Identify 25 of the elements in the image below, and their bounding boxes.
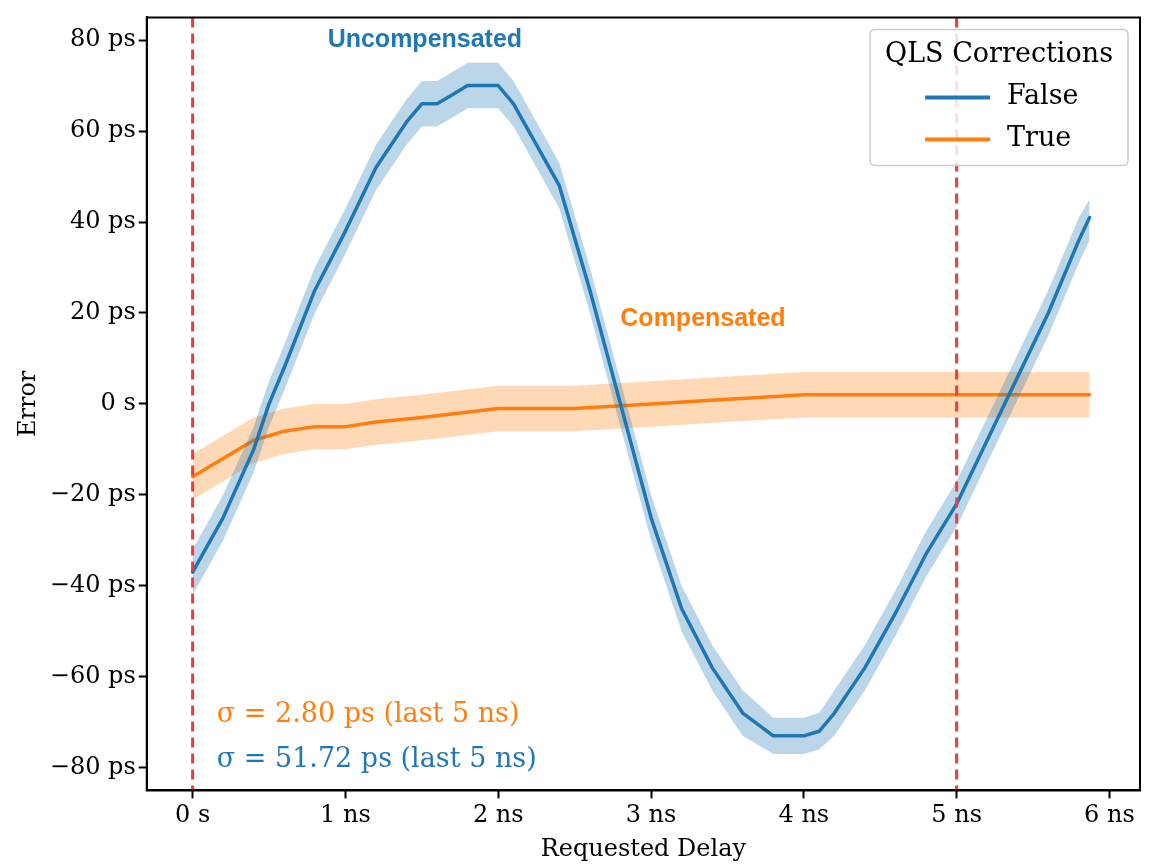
legend-label: True — [1007, 121, 1072, 153]
annotation: Compensated — [620, 302, 786, 331]
x-tick-label: 3 ns — [625, 800, 677, 829]
x-axis-title: Requested Delay — [540, 833, 747, 862]
y-axis-title: Error — [12, 370, 41, 438]
y-tick-label: 40 ps — [69, 206, 136, 235]
annotation: σ = 51.72 ps (last 5 ns) — [216, 742, 537, 774]
x-tick-label: 1 ns — [320, 800, 371, 829]
x-tick-label: 6 ns — [1084, 800, 1135, 829]
y-tick-label: −60 ps — [49, 660, 136, 689]
y-tick-label: 80 ps — [69, 24, 136, 53]
x-tick-label: 4 ns — [778, 800, 830, 829]
y-tick-label: −40 ps — [49, 570, 136, 599]
y-tick-label: 60 ps — [69, 115, 136, 144]
y-tick-label: −80 ps — [49, 751, 136, 780]
y-tick-label: 0 s — [100, 388, 136, 417]
y-tick-label: −20 ps — [49, 479, 136, 508]
x-tick-label: 0 s — [174, 800, 211, 829]
x-tick-label: 2 ns — [472, 800, 524, 829]
y-tick-label: 20 ps — [69, 297, 136, 326]
annotation: σ = 2.80 ps (last 5 ns) — [216, 697, 520, 729]
legend-title: QLS Corrections — [885, 37, 1114, 69]
annotation: Uncompensated — [327, 24, 523, 53]
legend-label: False — [1007, 79, 1079, 111]
x-tick-label: 5 ns — [931, 800, 982, 829]
